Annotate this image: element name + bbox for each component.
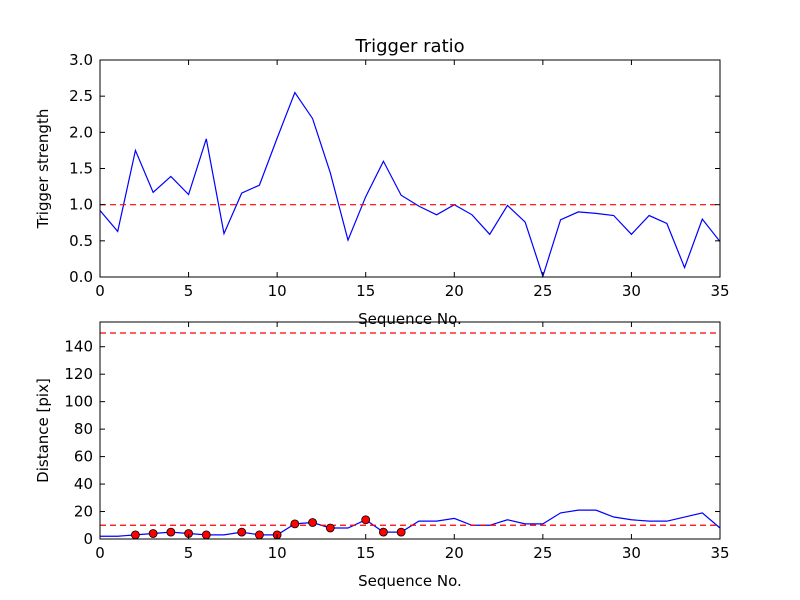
x-axis-label: Sequence No. <box>358 572 462 590</box>
x-tick-label: 35 <box>710 544 729 562</box>
y-tick-label: 0.0 <box>69 268 93 286</box>
y-tick-label: 120 <box>64 365 93 383</box>
chart-title: Trigger ratio <box>354 36 464 57</box>
data-point-marker <box>201 530 211 540</box>
x-tick-label: 10 <box>268 282 287 300</box>
data-point-marker <box>131 530 140 540</box>
y-tick-label: 0.5 <box>69 232 93 250</box>
bottom-panel-distance: 0 5 10 15 20 25 30 35 0 20 40 60 80 100 120 140 Sequence… <box>34 321 730 590</box>
data-point-marker <box>237 527 247 537</box>
data-point-marker <box>396 527 406 537</box>
y-tick-label: 3.0 <box>69 51 93 69</box>
y-tick-label: 1.5 <box>69 160 93 178</box>
x-tick-label: 25 <box>533 544 552 562</box>
x-tick-label: 20 <box>445 282 464 300</box>
x-tick-label: 20 <box>445 544 464 562</box>
x-tick-label: 15 <box>356 544 375 562</box>
x-tick-label: 30 <box>622 282 641 300</box>
data-point-marker <box>325 523 335 533</box>
data-point-marker <box>379 527 388 537</box>
y-tick-label: 0 <box>83 530 93 548</box>
y-tick-label: 140 <box>64 338 93 356</box>
y-tick-label: 100 <box>64 393 93 411</box>
y-tick-label: 1.0 <box>69 196 93 214</box>
x-tick-label: 0 <box>95 282 105 300</box>
y-tick-label: 60 <box>74 448 93 466</box>
x-tick-label: 35 <box>710 282 729 300</box>
series-line <box>99 91 721 279</box>
data-point-marker <box>255 530 264 540</box>
y-tick-label: 2.5 <box>69 87 93 105</box>
x-tick-label: 25 <box>533 282 552 300</box>
y-tick-label: 80 <box>74 420 93 438</box>
data-point-marker <box>148 529 158 538</box>
x-axis-label: Sequence No. <box>358 310 462 328</box>
y-axis-label: Distance [pix] <box>34 378 52 483</box>
x-tick-label: 0 <box>95 544 105 562</box>
data-point-marker <box>308 518 317 527</box>
x-tick-label: 15 <box>356 282 375 300</box>
y-tick-label: 40 <box>74 475 93 493</box>
x-tick-label: 30 <box>622 544 641 562</box>
x-tick-label: 10 <box>268 544 287 562</box>
x-tick-label: 5 <box>184 282 194 300</box>
y-tick-label: 20 <box>74 503 93 521</box>
data-point-marker <box>166 527 176 537</box>
data-point-marker <box>290 519 300 529</box>
top-panel-trigger-ratio: 0 5 10 15 20 25 30 35 0.0 0.5 1.0 1.5 2.0 2.5 3.0 Trigg… <box>34 36 730 328</box>
y-tick-label: 2.0 <box>69 123 93 141</box>
data-point-marker <box>361 515 371 525</box>
y-axis-label: Trigger strength <box>34 109 52 230</box>
axes-frame <box>99 321 721 540</box>
x-tick-label: 5 <box>184 544 194 562</box>
